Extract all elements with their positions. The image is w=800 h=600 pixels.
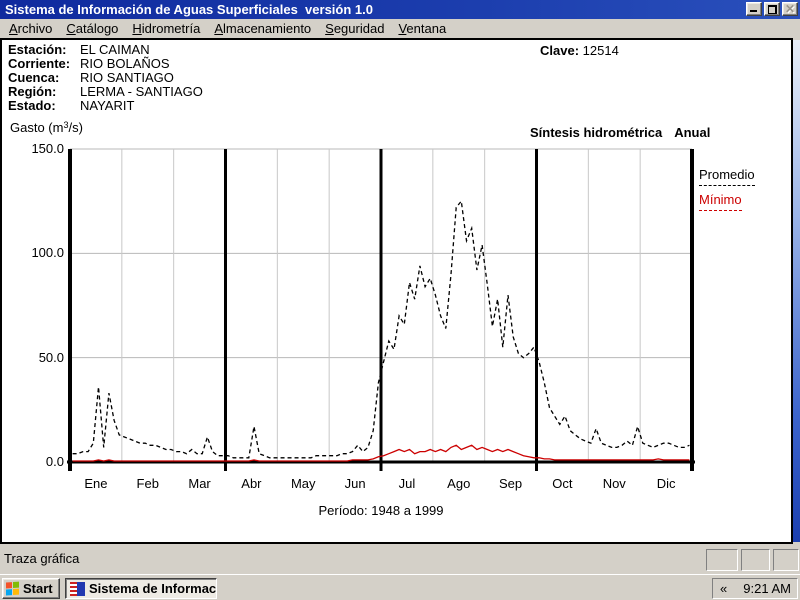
x-tick-label-feb: Feb [136, 476, 159, 491]
y-tick-label: 50.0 [38, 349, 64, 365]
menu-item-hidrometria[interactable]: Hidrometría [132, 21, 201, 36]
taskbar-task-button[interactable]: Sistema de Informaci... [65, 578, 217, 599]
x-tick-label-nov: Nov [602, 476, 626, 491]
x-tick-label-abr: Abr [241, 476, 262, 491]
x-tick-label-jun: Jun [344, 476, 366, 491]
station-row: Estación: EL CAIMAN [8, 43, 203, 57]
station-row: Cuenca: RIO SANTIAGO [8, 71, 203, 85]
close-icon: ✕ [784, 2, 796, 16]
chart-legend: Promedio Mínimo [699, 167, 755, 217]
restore-button[interactable] [764, 2, 780, 16]
chart-mode: Anual [674, 125, 711, 140]
minimize-icon [750, 10, 757, 12]
x-tick-label-may: May [290, 476, 316, 491]
station-row-value: EL CAIMAN [80, 42, 150, 57]
client-area: Estación: EL CAIMAN Corriente: RIO BOLAÑOS C… [0, 38, 793, 544]
start-button-label: Start [23, 581, 53, 596]
app-icon [70, 581, 85, 596]
chart-title: Síntesis hidrométrica Anual [530, 125, 710, 140]
system-tray: « 9:21 AM [712, 578, 798, 599]
status-pane [706, 549, 738, 571]
station-row: Estado: NAYARIT [8, 99, 203, 113]
station-row-value: RIO BOLAÑOS [80, 56, 170, 71]
menu-item-ventana[interactable]: Ventana [398, 21, 447, 36]
y-tick-label: 100.0 [31, 245, 64, 261]
station-row-label: Región: [8, 84, 57, 99]
close-button[interactable]: ✕ [782, 2, 798, 16]
clave-value: 12514 [582, 43, 619, 58]
status-text: Traza gráfica [4, 551, 80, 566]
station-row: Región: LERMA - SANTIAGO [8, 85, 203, 99]
x-tick-label-ago: Ago [447, 476, 471, 491]
restore-icon [767, 4, 777, 14]
status-bar: Traza gráfica [0, 546, 800, 574]
task-button-label: Sistema de Informaci... [89, 581, 217, 596]
minimize-button[interactable] [746, 2, 762, 16]
menu-bar: Archivo Catálogo Hidrometría Almacenamiento… [0, 19, 800, 38]
window-titlebar: Sistema de Información de Aguas Superfic… [0, 0, 800, 19]
station-info: Estación: EL CAIMAN Corriente: RIO BOLAÑOS C… [8, 43, 203, 113]
x-tick-label-dic: Dic [656, 476, 676, 491]
station-row-value: LERMA - SANTIAGO [80, 84, 203, 99]
taskbar-clock: 9:21 AM [743, 581, 791, 596]
window-edge-strip [793, 40, 800, 542]
legend-entry-minimo: Mínimo [699, 192, 742, 211]
x-tick-label-jul: Jul [398, 476, 416, 491]
y-axis-title-exponent: 3 [63, 120, 69, 130]
status-pane [741, 549, 770, 571]
window-title: Sistema de Información de Aguas Superfic… [5, 2, 373, 17]
menu-item-seguridad[interactable]: Seguridad [325, 21, 385, 36]
legend-entry-promedio: Promedio [699, 167, 755, 186]
clave-label: Clave: [540, 43, 580, 58]
window-controls: ✕ [746, 2, 798, 16]
status-pane [773, 549, 799, 571]
station-row-label: Cuenca: [8, 70, 60, 85]
y-axis-title: Gasto (m3/s) [10, 120, 83, 135]
chart-title-text: Síntesis hidrométrica [530, 125, 663, 140]
chart-period: Período: 1948 a 1999 [318, 503, 444, 518]
y-tick-label: 150.0 [31, 141, 64, 156]
chart-plot [67, 148, 695, 471]
windows-logo-icon [6, 581, 20, 596]
station-row-value: NAYARIT [80, 98, 135, 113]
station-clave: Clave: 12514 [540, 43, 619, 58]
menu-item-archivo[interactable]: Archivo [9, 21, 53, 36]
y-tick-label: 0.0 [45, 454, 64, 469]
x-tick-label-oct: Oct [552, 476, 573, 491]
start-button[interactable]: Start [2, 578, 60, 599]
menu-item-almacenamiento[interactable]: Almacenamiento [214, 21, 312, 36]
taskbar: Start Sistema de Informaci... « 9:21 AM [0, 574, 800, 600]
menu-item-catalogo[interactable]: Catálogo [66, 21, 119, 36]
tray-chevron-button[interactable]: « [720, 581, 728, 596]
x-tick-label-sep: Sep [499, 476, 523, 491]
x-tick-label-ene: Ene [84, 476, 108, 491]
station-row-label: Estación: [8, 42, 67, 57]
station-row-label: Estado: [8, 98, 56, 113]
x-tick-label-mar: Mar [188, 476, 211, 491]
station-row-label: Corriente: [8, 56, 71, 71]
station-row-value: RIO SANTIAGO [80, 70, 174, 85]
station-row: Corriente: RIO BOLAÑOS [8, 57, 203, 71]
